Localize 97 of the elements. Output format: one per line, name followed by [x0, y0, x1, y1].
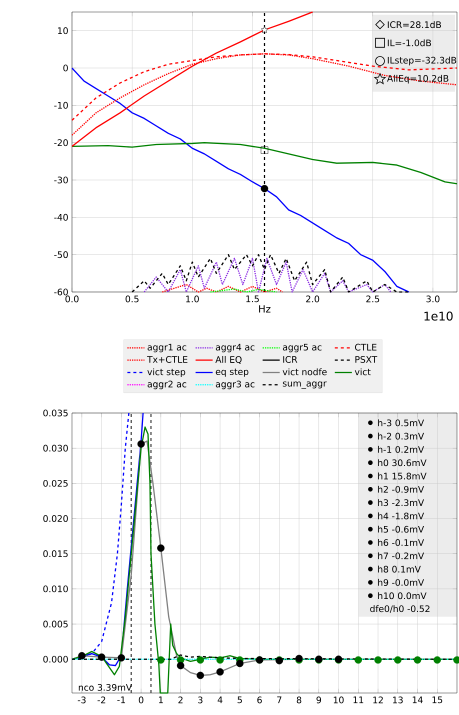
annotation: ICR=28.1dB: [388, 21, 441, 28]
x-tick-label: 7: [277, 696, 282, 704]
annotation: h9 -0.0mV: [378, 578, 424, 586]
annotation: IL=-1.0dB: [388, 39, 431, 46]
point: [176, 662, 184, 670]
y-tick-label: -50: [54, 251, 68, 258]
x-tick-label: 3.0: [426, 296, 440, 302]
y-tick-label: 0.035: [43, 410, 68, 416]
legend-label: ICR: [283, 356, 298, 363]
x-tick-label: -1: [117, 696, 126, 704]
x-tick-label: 0: [138, 696, 144, 704]
legend-label: All EQ: [215, 356, 242, 364]
point: [394, 656, 402, 664]
y-tick-label: -10: [54, 102, 68, 109]
x-tick-label: 15: [432, 696, 442, 704]
y-tick-label: 0.025: [43, 480, 68, 487]
y-tick-label: -60: [54, 288, 68, 296]
y-tick-label: 0.000: [43, 656, 68, 663]
legend-label: CTLE: [355, 344, 376, 351]
point: [98, 653, 106, 661]
x-tick-label: 3: [198, 696, 202, 704]
y-tick-label: 10: [58, 27, 68, 34]
x-tick-label: 9: [316, 696, 322, 704]
point: [157, 656, 165, 664]
point: [78, 652, 86, 660]
point: [414, 656, 422, 664]
y-tick-label: -40: [54, 214, 68, 221]
x-tick-label: -3: [78, 696, 86, 704]
annotation: h-2 0.3mV: [378, 432, 424, 440]
annotation: h1 15.8mV: [378, 472, 427, 480]
legend-label: Tx+CTLE: [147, 356, 188, 363]
y-tick-label: 0.030: [43, 444, 68, 452]
text: vict step: [147, 368, 186, 378]
legend-label: PSXT: [355, 356, 378, 363]
x-tick-label: 12: [373, 696, 383, 704]
text: 1e10: [424, 312, 453, 321]
x-tick-label: 0.5: [126, 296, 139, 302]
annotation: h0 30.6mV: [378, 459, 427, 466]
x-tick-label: 5: [238, 696, 242, 704]
point: [236, 660, 244, 668]
point: [216, 668, 224, 676]
x-tick-label: 11: [354, 696, 364, 704]
x-tick-label: 8: [296, 696, 302, 704]
text: aggr3 ac: [216, 380, 254, 390]
point: [196, 672, 204, 680]
annotation: dfe0/h0 -0.52: [370, 605, 430, 613]
x-tick-label: 1.0: [186, 296, 199, 302]
annotation: h10 0.0mV: [378, 592, 427, 600]
x-tick-label: 2.0: [306, 296, 320, 302]
point: [354, 656, 362, 664]
legend-label: aggr1 ac: [148, 344, 186, 352]
line-series: [144, 258, 392, 293]
x-tick-label: 10: [334, 696, 344, 704]
x-tick-label: -2: [98, 696, 106, 704]
annotation: h2 -0.9mV: [378, 486, 424, 493]
y-tick-label: 0.010: [43, 585, 68, 592]
text: vict: [354, 368, 371, 376]
annotation: nco 3.39mV: [78, 684, 132, 691]
point: [118, 654, 126, 662]
x-tick-label: 4: [218, 696, 222, 704]
annotation: h-1 0.2mV: [378, 446, 424, 453]
x-tick-label: 2.5: [366, 296, 380, 302]
annotation: h4 -1.8mV: [378, 512, 424, 520]
x-tick-label: 13: [393, 696, 403, 704]
point: [196, 656, 204, 664]
annotation: h5 -0.6mV: [378, 526, 424, 533]
y-tick-label: 0.005: [43, 620, 68, 628]
text: sum_aggr: [282, 381, 327, 389]
y-tick-label: -20: [54, 139, 68, 146]
annotation: h-3 0.5mV: [378, 419, 424, 426]
y-tick-label: 0.020: [43, 515, 68, 522]
legend-label: aggr5 ac: [282, 344, 322, 352]
x-tick-label: 1.5: [246, 296, 259, 302]
x-tick-label: 1: [158, 696, 163, 704]
y-tick-label: 0: [63, 64, 68, 72]
text: vict nodfe: [282, 368, 327, 376]
y-tick-label: 0.015: [43, 550, 68, 558]
point: [216, 656, 224, 664]
x-tick-label: 0.0: [65, 296, 79, 302]
x-tick-label: 6: [257, 696, 262, 704]
annotation: h3 -2.3mV: [378, 499, 424, 506]
line-series: [162, 284, 284, 293]
annotation: h6 -0.1mV: [378, 539, 424, 546]
annotation: ILstep=-32.3dB: [388, 56, 456, 66]
annotation: h8 0.1mV: [378, 566, 421, 573]
x-axis-title: Hz: [259, 305, 270, 312]
y-tick-label: -30: [54, 176, 68, 184]
text: eq step: [216, 368, 248, 377]
point: [374, 656, 382, 664]
x-tick-label: 2: [178, 696, 183, 704]
point: [434, 656, 441, 664]
x-tick-label: 14: [412, 696, 423, 704]
point: [137, 440, 145, 448]
annotation: h7 -0.2mV: [378, 552, 424, 560]
legend-label: aggr4 ac: [216, 344, 254, 352]
point: [157, 544, 165, 552]
text: aggr2 ac: [148, 380, 186, 390]
